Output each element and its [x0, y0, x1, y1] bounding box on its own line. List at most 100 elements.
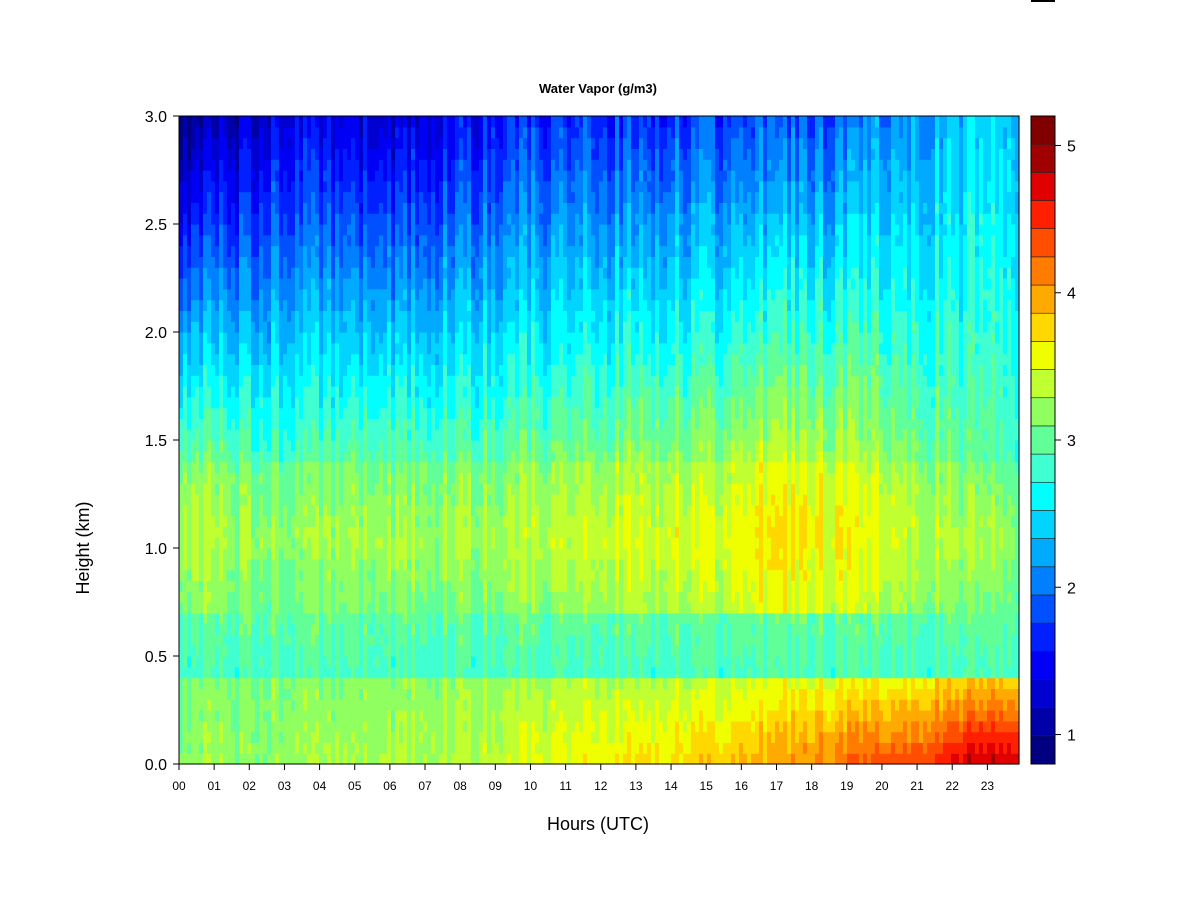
heatmap-cell [183, 634, 188, 646]
heatmap-cell [235, 159, 240, 171]
heatmap-cell [431, 440, 436, 452]
heatmap-cell [443, 494, 448, 506]
heatmap-cell [451, 116, 456, 128]
heatmap-cell [427, 245, 432, 257]
heatmap-cell [435, 472, 440, 484]
heatmap-cell [311, 429, 316, 441]
heatmap-cell [323, 699, 328, 711]
heatmap-cell [467, 548, 472, 560]
heatmap-cell [199, 224, 204, 236]
heatmap-cell [287, 677, 292, 689]
heatmap-cell [299, 245, 304, 257]
heatmap-cell [371, 580, 376, 592]
heatmap-cell [275, 558, 280, 571]
chart-title: Water Vapor (g/m3) [539, 81, 657, 96]
heatmap-cell [315, 656, 320, 668]
heatmap-cell [327, 429, 332, 441]
heatmap-cell [483, 224, 488, 236]
heatmap-cell [359, 537, 364, 549]
heatmap-cell [487, 180, 492, 193]
heatmap-cell [315, 137, 320, 149]
heatmap-cell [219, 612, 224, 625]
heatmap-cell [263, 245, 268, 257]
heatmap-cell [215, 353, 220, 365]
heatmap-cell [487, 429, 492, 441]
heatmap-cell [199, 558, 204, 571]
heatmap-cell [491, 656, 496, 668]
heatmap-cell [311, 137, 316, 149]
heatmap-cell [279, 440, 284, 452]
heatmap-cell [399, 569, 404, 581]
heatmap-cell [187, 461, 192, 473]
heatmap-cell [347, 224, 352, 236]
heatmap-cell [335, 418, 340, 430]
heatmap-cell [375, 666, 380, 679]
heatmap-cell [339, 278, 344, 290]
heatmap-cell [215, 731, 220, 743]
heatmap-cell [199, 386, 204, 398]
heatmap-cell [459, 656, 464, 668]
heatmap-cell [203, 742, 208, 754]
heatmap-cell [307, 602, 312, 614]
heatmap-cell [255, 321, 260, 333]
heatmap-cell [383, 256, 388, 268]
heatmap-cell [447, 418, 452, 430]
heatmap-cell [235, 450, 240, 463]
heatmap-cell [239, 742, 244, 754]
heatmap-cell [299, 645, 304, 657]
heatmap-cell [219, 342, 224, 355]
heatmap-cell [487, 699, 492, 711]
heatmap-cell [211, 558, 216, 571]
heatmap-cell [195, 396, 200, 409]
heatmap-cell [311, 731, 316, 743]
heatmap-cell [311, 558, 316, 571]
heatmap-cell [283, 548, 288, 560]
heatmap-cell [343, 710, 348, 722]
heatmap-cell [279, 472, 284, 484]
heatmap-cell [423, 731, 428, 743]
heatmap-cell [331, 310, 336, 322]
heatmap-cell [347, 364, 352, 376]
heatmap-cell [379, 256, 384, 268]
heatmap-cell [351, 137, 356, 149]
heatmap-cell [195, 656, 200, 668]
heatmap-cell [399, 245, 404, 257]
heatmap-cell [503, 126, 508, 139]
heatmap-cell [395, 656, 400, 668]
heatmap-cell [307, 494, 312, 506]
heatmap-cell [371, 310, 376, 322]
heatmap-cell [195, 612, 200, 625]
heatmap-cell [455, 364, 460, 376]
heatmap-cell [383, 180, 388, 193]
heatmap-cell [451, 202, 456, 214]
heatmap-cell [403, 148, 408, 160]
heatmap-cell [491, 558, 496, 571]
heatmap-cell [255, 623, 260, 635]
heatmap-cell [379, 710, 384, 722]
heatmap-cell [435, 213, 440, 225]
heatmap-cell [259, 461, 264, 473]
heatmap-cell [443, 731, 448, 743]
heatmap-cell [459, 612, 464, 625]
heatmap-cell [235, 418, 240, 430]
heatmap-cell [375, 137, 380, 149]
heatmap-cell [487, 569, 492, 581]
heatmap-cell [215, 386, 220, 398]
heatmap-cell [239, 688, 244, 700]
heatmap-cell [411, 310, 416, 322]
heatmap-cell [367, 450, 372, 463]
heatmap-cell [199, 321, 204, 333]
heatmap-cell [487, 515, 492, 527]
heatmap-cell [479, 202, 484, 214]
heatmap-cell [419, 288, 424, 301]
heatmap-cell [411, 342, 416, 355]
heatmap-cell [271, 202, 276, 214]
heatmap-cell [427, 742, 432, 754]
heatmap-cell [215, 472, 220, 484]
heatmap-cell [283, 202, 288, 214]
heatmap-cell [423, 256, 428, 268]
heatmap-cell [271, 699, 276, 711]
heatmap-cell [367, 191, 372, 203]
heatmap-cell [347, 299, 352, 311]
heatmap-cell [463, 569, 468, 581]
